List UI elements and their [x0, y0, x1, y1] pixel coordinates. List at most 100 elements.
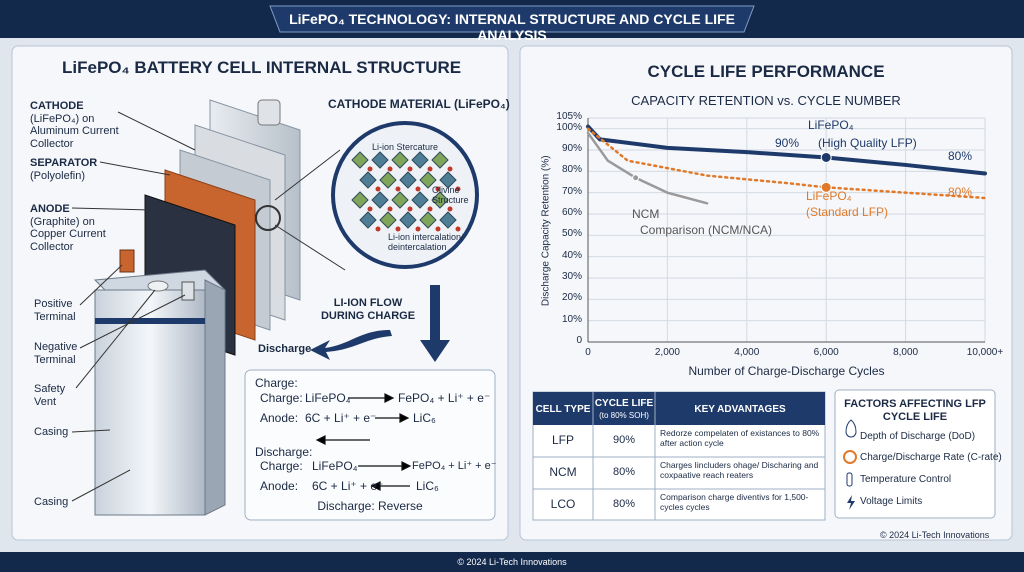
octahedron [371, 191, 389, 209]
table-header [533, 392, 825, 425]
octahedron [419, 171, 437, 189]
ion [455, 186, 461, 192]
annotation: 80% [948, 185, 973, 199]
octahedron [439, 211, 457, 229]
reaction-part: FePO₄ + Li⁺ + e⁻ [412, 460, 497, 472]
ion [455, 226, 461, 232]
can-side [204, 279, 226, 516]
octahedron [379, 211, 397, 229]
octahedron [399, 171, 417, 189]
octahedron [439, 171, 457, 189]
part-label: Casing [34, 426, 69, 438]
flow-arrow [420, 285, 450, 362]
cathode-label: CATHODE (LiFePO₄) on Aluminum Current Co… [30, 100, 125, 151]
table-lines [533, 392, 825, 520]
octahedron [359, 171, 377, 189]
octahedron [431, 151, 449, 169]
arrow-head [370, 481, 381, 491]
annotation: LiFePO₄ [806, 189, 852, 203]
leader [79, 264, 123, 306]
leader [274, 149, 341, 201]
table-cell: 80% [612, 466, 636, 478]
ion [367, 166, 373, 172]
part-detail: (Polyolefin) [30, 169, 86, 182]
leader [117, 111, 196, 151]
table-head: CYCLE LIFE (to 80% SOH) [593, 398, 655, 421]
point-marker [820, 151, 832, 163]
reaction-part: FePO₄ + Li⁺ + e⁻ [398, 391, 491, 405]
ion [427, 166, 433, 172]
reaction-part: 6C + Li⁺ + e⁻ [312, 479, 384, 493]
table-cell: LCO [550, 497, 576, 511]
chart [586, 117, 987, 343]
y-tick-label: 10% [561, 313, 582, 325]
octahedron [391, 151, 409, 169]
panel-credit: © 2024 Li-Tech Innovations [880, 530, 990, 540]
part-name: SEPARATOR [30, 157, 98, 169]
x-tick-label: 6,000 [813, 347, 839, 358]
octahedron [411, 151, 429, 169]
octahedron [379, 171, 397, 189]
icon [847, 495, 855, 510]
y-tick-label: 80% [561, 164, 582, 176]
leader [99, 161, 171, 176]
ion [395, 186, 401, 192]
table-cell: LFP [551, 433, 574, 447]
annotation: (Standard LFP) [806, 205, 889, 219]
callout: Li-ion intercalation/ deintercalation [388, 232, 464, 253]
table-head: CELL TYPE [535, 404, 591, 415]
part-name: CATHODE [30, 100, 84, 112]
icon [846, 472, 853, 487]
table-head: KEY ADVANTAGES [694, 404, 786, 415]
factor: Voltage Limits [860, 496, 923, 507]
icon [843, 450, 857, 464]
lattice [351, 151, 461, 232]
table-cell: NCM [549, 465, 577, 479]
x-axis-label: Number of Charge-Discharge Cycles [688, 364, 885, 378]
annotation: 90% [775, 136, 800, 150]
part-label: Negative Terminal [34, 341, 78, 366]
annotation: Comparison (NCM/NCA) [640, 223, 773, 237]
arrow-head [401, 461, 412, 471]
annotation: NCM [632, 207, 660, 221]
ion [407, 206, 413, 212]
reaction-part: Anode: [260, 411, 299, 425]
point-marker [632, 174, 640, 182]
octahedron [371, 151, 389, 169]
reaction-part: Charge: [260, 391, 303, 405]
x-tick-label: 2,000 [654, 347, 680, 358]
y-tick-label: 40% [561, 249, 582, 261]
negative-terminal [181, 281, 195, 301]
arrow-head [399, 413, 410, 423]
octahedron [359, 211, 377, 229]
table-cell: Charges Iincluders ohage/ Discharing and… [660, 460, 819, 480]
leader [79, 294, 186, 349]
arrow-head [315, 435, 326, 445]
factor: Temperature Control [860, 474, 952, 485]
part-label: Positive Terminal [34, 298, 76, 323]
ion [387, 166, 393, 172]
octahedron [351, 151, 369, 169]
reaction-part: LiC₆ [416, 479, 439, 493]
annotation: LiFePO₄ [808, 118, 854, 132]
octahedron [391, 191, 409, 209]
ion [447, 206, 453, 212]
factors-box [834, 389, 996, 519]
ion [367, 206, 373, 212]
annotation: 80% [948, 149, 973, 163]
callout: Olivine Structure [432, 185, 469, 206]
leaders [71, 111, 346, 502]
series-line [586, 127, 987, 200]
footer-credit: © 2024 Li-Tech Innovations [457, 557, 567, 567]
ion [447, 166, 453, 172]
chart-title: CAPACITY RETENTION vs. CYCLE NUMBER [631, 93, 901, 108]
head-text: CYCLE LIFE [594, 398, 654, 409]
left-title: LiFePO₄ BATTERY CELL INTERNAL STRUCTURE [62, 58, 462, 77]
factor: Depth of Discharge (DoD) [860, 431, 976, 442]
arrow-head [384, 393, 395, 403]
leader [71, 429, 111, 433]
title-plate [269, 5, 755, 33]
reaction-part: LiFePO₄ [312, 459, 358, 473]
octahedron [351, 191, 369, 209]
